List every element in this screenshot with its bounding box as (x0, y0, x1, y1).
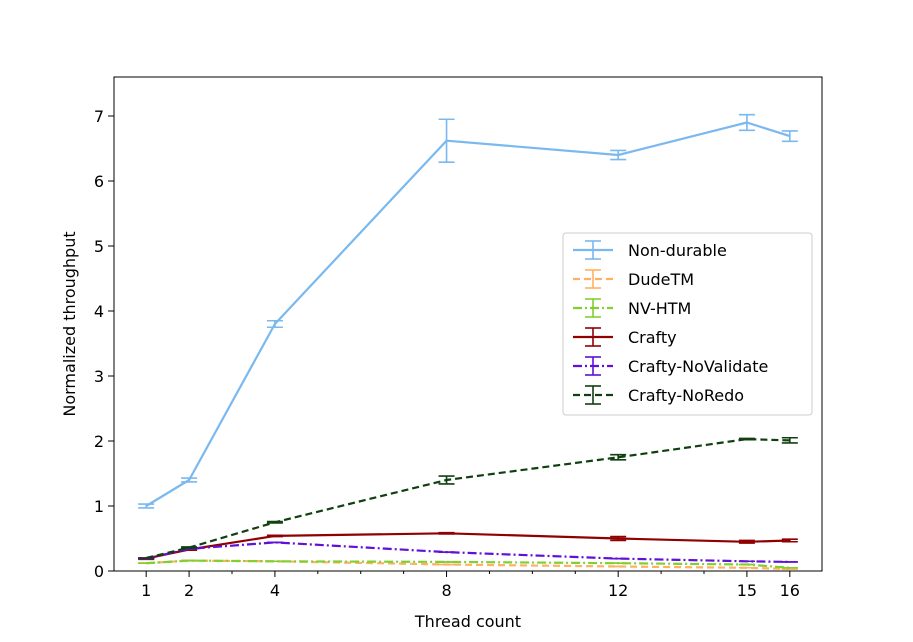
y-axis-label: Normalized throughput (60, 231, 79, 416)
error-bar-3-3 (438, 531, 455, 535)
error-bar-3-4 (610, 535, 627, 542)
series-layer (138, 113, 798, 571)
legend-entry-5: Crafty-NoRedo (573, 385, 744, 405)
error-bar-5-1 (181, 546, 198, 550)
legend-label-1: DudeTM (628, 270, 694, 289)
x-tick-label-4: 12 (608, 581, 628, 600)
x-tick-label-2: 4 (270, 581, 280, 600)
error-bar-3-5 (738, 539, 755, 544)
y-tick-label-5: 5 (94, 237, 104, 256)
legend: Non-durable DudeTM NV-HTM Crafty Crafty-NoVa… (562, 232, 813, 416)
y-tick-label-6: 6 (94, 172, 104, 191)
legend-entry-1: DudeTM (573, 269, 694, 289)
y-tick-label-0: 0 (94, 562, 104, 581)
error-bar-0-6 (781, 130, 798, 143)
series-0 (138, 113, 798, 509)
legend-label-0: Non-durable (628, 241, 727, 260)
plot-frame (113, 76, 823, 572)
legend-entry-3: Crafty (573, 327, 677, 347)
y-tick-label-3: 3 (94, 367, 104, 386)
y-tick-label-7: 7 (94, 107, 104, 126)
x-tick-label-6: 16 (780, 581, 800, 600)
error-bar-5-3 (438, 475, 455, 485)
error-bar-3-6 (781, 538, 798, 543)
x-tick-label-1: 2 (184, 581, 194, 600)
error-bar-5-5 (738, 437, 755, 441)
error-bar-0-4 (610, 149, 627, 161)
legend-label-4: Crafty-NoValidate (628, 357, 768, 376)
error-bar-5-4 (610, 453, 627, 461)
error-bar-5-6 (781, 436, 798, 444)
error-bar-0-2 (266, 319, 283, 329)
legend-label-5: Crafty-NoRedo (628, 386, 744, 405)
error-bar-3-2 (266, 534, 283, 538)
series-2 (138, 559, 798, 569)
x-axis: 1 2 4 8 12 15 16 (141, 571, 800, 600)
x-tick-label-5: 15 (737, 581, 757, 600)
legend-entry-2: NV-HTM (573, 298, 691, 318)
legend-label-3: Crafty (628, 328, 677, 347)
legend-entry-4: Crafty-NoValidate (573, 356, 768, 376)
y-tick-label-1: 1 (94, 497, 104, 516)
y-tick-label-2: 2 (94, 432, 104, 451)
x-axis-label: Thread count (414, 612, 521, 631)
y-axis: 0 1 2 3 4 5 6 7 (94, 107, 114, 581)
error-bar-0-5 (738, 113, 755, 132)
y-tick-label-4: 4 (94, 302, 104, 321)
x-tick-label-3: 8 (441, 581, 451, 600)
error-bar-0-0 (138, 503, 155, 509)
x-tick-label-0: 1 (141, 581, 151, 600)
legend-box (562, 232, 813, 416)
legend-entry-0: Non-durable (573, 240, 727, 260)
error-bar-0-3 (438, 118, 455, 163)
legend-label-2: NV-HTM (628, 299, 691, 318)
error-bar-5-2 (266, 520, 283, 524)
series-5 (138, 436, 798, 560)
error-bar-0-1 (181, 477, 198, 483)
